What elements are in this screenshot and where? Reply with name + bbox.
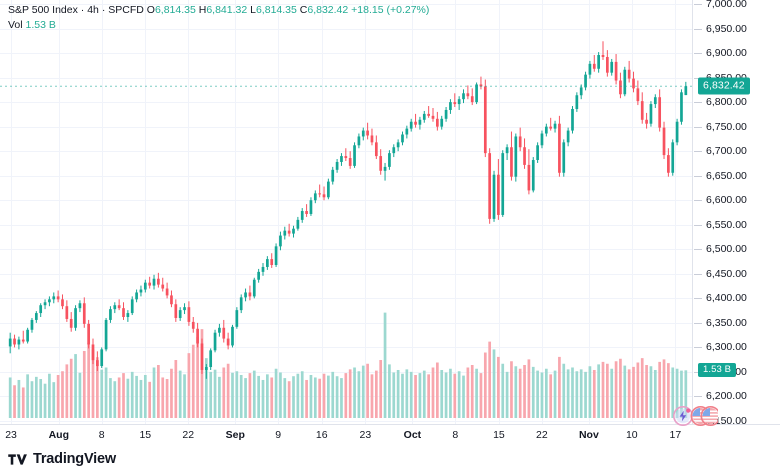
time-axis-tick-label: 9 xyxy=(275,429,282,441)
price-axis-tick-label: 6,350.00 xyxy=(706,316,747,329)
price-axis-tick-label: 6,300.00 xyxy=(706,341,747,354)
time-axis-tick-label: Sep xyxy=(225,429,245,441)
price-axis-tick-label: 6,800.00 xyxy=(706,96,747,109)
chart-plot-area[interactable] xyxy=(0,0,692,424)
time-axis-tick-label: 16 xyxy=(315,429,328,441)
price-axis-tick: 6,350.00 xyxy=(694,316,747,329)
price-axis-tick-label: 6,700.00 xyxy=(706,145,747,158)
price-axis-tick-label: 7,000.00 xyxy=(706,0,747,10)
price-axis-tick: 6,800.00 xyxy=(694,96,747,109)
time-axis-divider xyxy=(0,424,780,425)
chart-badges[interactable] xyxy=(672,405,718,427)
candlestick-series xyxy=(0,41,692,418)
price-axis-tick: 6,400.00 xyxy=(694,292,747,305)
price-axis-tick: 6,300.00 xyxy=(694,341,747,354)
time-axis-tick-label: 8 xyxy=(98,429,105,441)
price-axis-tick: 6,700.00 xyxy=(694,145,747,158)
price-axis-tick: 6,200.00 xyxy=(694,390,747,403)
price-axis-tick-label: 6,900.00 xyxy=(706,47,747,60)
tradingview-wordmark: TradingView xyxy=(33,451,116,467)
price-axis-tick: 6,900.00 xyxy=(694,47,747,60)
time-axis[interactable]: 23 Aug 8 15 22 Sep 9 16 23 Oct 8 15 22 Nov 10 17 xyxy=(0,424,780,448)
time-axis-tick-label: Oct xyxy=(403,429,422,441)
price-axis-tick-label: 6,500.00 xyxy=(706,243,747,256)
price-axis-tick: 6,650.00 xyxy=(694,169,747,182)
time-axis-tick-label: 10 xyxy=(625,429,638,441)
current-price-badge[interactable]: 6,832.42 xyxy=(698,77,750,95)
time-axis-tick-label: 23 xyxy=(5,429,17,441)
price-axis-divider xyxy=(692,0,693,424)
price-axis-tick: 6,950.00 xyxy=(694,22,747,35)
time-axis-tick-label: 15 xyxy=(493,429,505,441)
time-axis-tick-label: 8 xyxy=(452,429,459,441)
tradingview-logo-icon xyxy=(8,453,27,465)
time-axis-tick-label: 17 xyxy=(669,429,682,441)
price-axis-tick-label: 6,550.00 xyxy=(706,218,747,231)
price-axis-tick-label: 6,750.00 xyxy=(706,120,747,133)
price-axis-tick: 6,600.00 xyxy=(694,194,747,207)
price-axis-tick: 6,550.00 xyxy=(694,218,747,231)
price-axis-tick-label: 6,400.00 xyxy=(706,292,747,305)
time-axis-tick-label: 23 xyxy=(359,429,372,441)
time-axis-tick-label: 22 xyxy=(182,429,195,441)
price-axis-tick-label: 6,600.00 xyxy=(706,194,747,207)
price-axis-tick: 6,450.00 xyxy=(694,267,747,280)
time-axis-tick-label: Nov xyxy=(578,429,599,441)
time-axis-tick-label: 22 xyxy=(535,429,548,441)
price-axis-tick-label: 6,650.00 xyxy=(706,169,747,182)
tradingview-brand[interactable]: TradingView xyxy=(8,450,116,468)
current-volume-badge[interactable]: 1.53 B xyxy=(698,363,737,378)
price-axis-tick-label: 6,950.00 xyxy=(706,22,747,35)
price-axis-tick: 7,000.00 xyxy=(694,0,747,10)
flag-badge-icon[interactable] xyxy=(690,406,718,426)
lightning-badge-icon[interactable] xyxy=(673,406,693,426)
price-axis[interactable]: 7,000.006,950.006,900.006,850.006,800.00… xyxy=(692,0,780,427)
price-axis-tick: 6,500.00 xyxy=(694,243,747,256)
price-axis-tick-label: 6,450.00 xyxy=(706,267,747,280)
time-axis-tick-label: Aug xyxy=(48,429,70,441)
price-axis-tick: 6,750.00 xyxy=(694,120,747,133)
time-axis-tick-label: 15 xyxy=(139,429,152,441)
price-axis-tick-label: 6,200.00 xyxy=(706,390,747,403)
